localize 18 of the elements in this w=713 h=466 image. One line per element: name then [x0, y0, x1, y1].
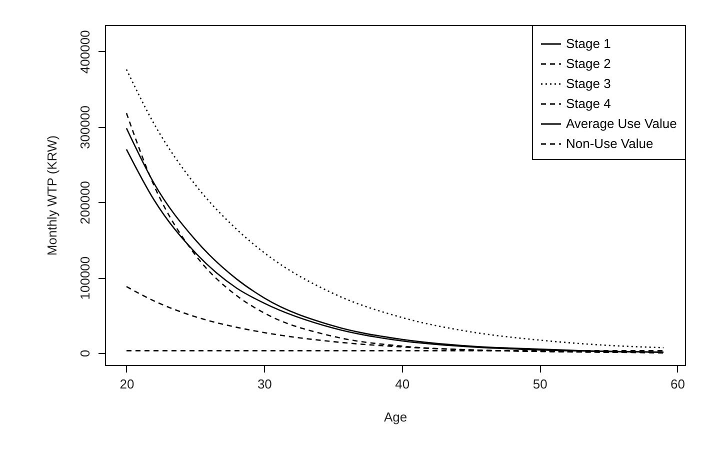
x-tick-label: 60	[670, 376, 686, 392]
y-tick-label: 300000	[78, 106, 92, 149]
y-axis-title: Monthly WTP (KRW)	[44, 135, 60, 256]
x-tick-label: 30	[257, 376, 272, 392]
legend-label: Non-Use Value	[566, 136, 654, 151]
legend-label: Average Use Value	[566, 116, 677, 131]
y-tick-label: 200000	[78, 180, 92, 224]
x-tick-label: 40	[395, 376, 410, 392]
x-tick-label: 20	[120, 376, 134, 392]
y-tick-label: 0	[78, 350, 92, 358]
legend-label: Stage 3	[566, 76, 611, 91]
x-axis-title: Age	[384, 410, 408, 424]
x-tick-label: 50	[532, 376, 548, 392]
legend-label: Stage 4	[566, 96, 611, 111]
legend-label: Stage 1	[566, 36, 611, 51]
y-tick-label: 100000	[78, 256, 92, 300]
legend-label: Stage 2	[566, 56, 611, 71]
y-tick-label: 400000	[78, 30, 92, 74]
